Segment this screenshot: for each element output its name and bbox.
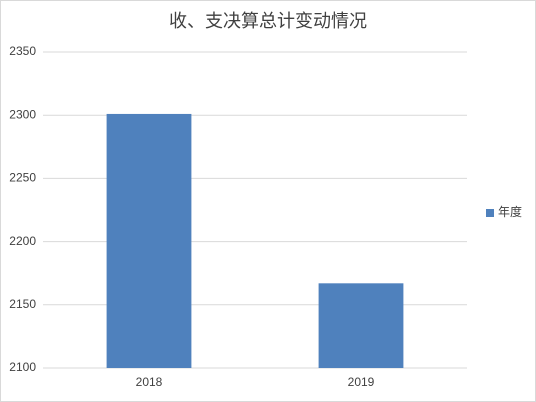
y-tick-label: 2100 <box>9 360 36 374</box>
bar <box>106 113 192 368</box>
bar <box>318 283 404 368</box>
x-tick-label: 2018 <box>136 375 163 389</box>
chart-title: 收、支决算总计变动情况 <box>169 11 367 31</box>
x-tick-label: 2019 <box>348 375 375 389</box>
y-tick-label: 2300 <box>9 107 36 121</box>
y-tick-label: 2150 <box>9 297 36 311</box>
legend-swatch <box>486 209 494 217</box>
y-tick-label: 2200 <box>9 234 36 248</box>
y-tick-label: 2350 <box>9 44 36 58</box>
legend-label: 年度 <box>498 204 522 219</box>
y-tick-label: 2250 <box>9 171 36 185</box>
